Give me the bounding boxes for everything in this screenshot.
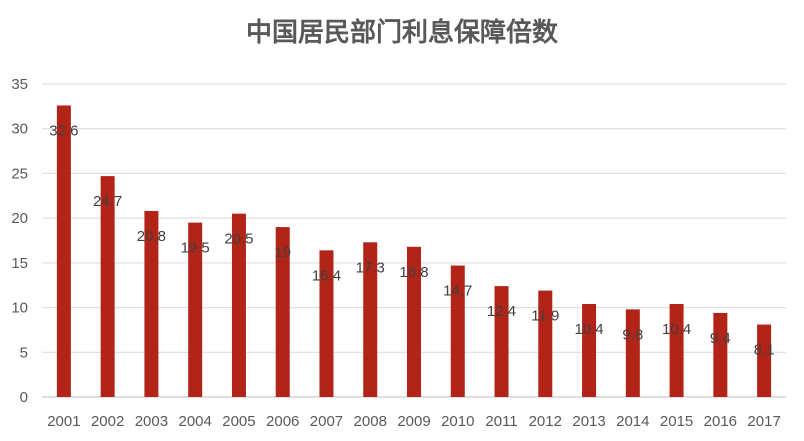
x-tick-label: 2015	[660, 413, 693, 430]
bar	[625, 309, 640, 397]
y-axis-ticks: 0 5 10 15 20 25 30 35	[11, 76, 28, 406]
data-label: 10.4	[662, 321, 691, 338]
x-tick-label: 2013	[572, 413, 605, 430]
bar	[669, 303, 684, 397]
y-tick-label: 25	[11, 165, 28, 182]
bar	[363, 242, 378, 397]
data-label: 24.7	[93, 193, 122, 210]
x-tick-label: 2012	[529, 413, 562, 430]
bar	[407, 246, 421, 397]
data-label: 14.7	[443, 283, 472, 300]
data-label: 19	[274, 244, 291, 261]
y-tick-label: 30	[11, 121, 28, 138]
bar	[100, 176, 115, 397]
y-tick-label: 5	[20, 344, 28, 361]
x-tick-label: 2005	[222, 413, 255, 430]
data-label: 8.1	[754, 342, 775, 359]
bars	[56, 105, 772, 397]
data-labels: 32.6 24.7 20.8 19.5 20.5 19 16.4 17.3 16.8 14.7 12…	[49, 122, 774, 358]
x-tick-label: 2006	[266, 413, 299, 430]
chart-title: 中国居民部门利息保障倍数	[245, 18, 558, 48]
data-label: 20.5	[224, 231, 253, 248]
x-tick-label: 2010	[441, 413, 474, 430]
data-label: 16.4	[312, 267, 341, 284]
bar	[275, 227, 290, 397]
data-label: 9.8	[622, 326, 643, 343]
x-tick-label: 2009	[397, 413, 430, 430]
bar	[319, 250, 334, 397]
bar	[713, 312, 728, 397]
x-tick-label: 2014	[616, 413, 649, 430]
data-label: 19.5	[181, 240, 210, 257]
data-label: 16.8	[399, 264, 428, 281]
data-label: 11.9	[531, 308, 559, 325]
bar	[56, 105, 71, 397]
y-tick-label: 10	[11, 300, 28, 317]
bar	[231, 213, 246, 397]
bar	[450, 265, 465, 397]
x-tick-label: 2011	[485, 413, 517, 430]
data-label: 10.4	[574, 321, 603, 338]
x-tick-label: 2004	[178, 413, 211, 430]
data-label: 12.4	[487, 303, 516, 320]
x-tick-label: 2017	[747, 413, 780, 430]
bar	[538, 290, 553, 397]
data-label: 9.4	[710, 330, 731, 347]
x-tick-label: 2007	[310, 413, 343, 430]
x-axis-ticks: 2001 2002 2003 2004 2005 2006 2007 2008 2009 2010…	[47, 413, 781, 430]
y-tick-label: 15	[11, 255, 28, 272]
x-tick-label: 2003	[135, 413, 168, 430]
y-tick-label: 35	[11, 76, 28, 93]
bar	[494, 286, 509, 397]
y-tick-label: 20	[11, 210, 28, 227]
bar	[188, 222, 203, 397]
bar	[144, 210, 159, 397]
x-tick-label: 2016	[704, 413, 737, 430]
x-tick-label: 2001	[47, 413, 80, 430]
x-tick-label: 2008	[354, 413, 387, 430]
x-tick-label: 2002	[91, 413, 124, 430]
bar	[757, 324, 772, 397]
data-label: 32.6	[49, 122, 78, 139]
data-label: 20.8	[137, 228, 166, 245]
data-label: 17.3	[356, 259, 385, 276]
y-tick-label: 0	[20, 389, 28, 406]
bar	[582, 303, 597, 397]
